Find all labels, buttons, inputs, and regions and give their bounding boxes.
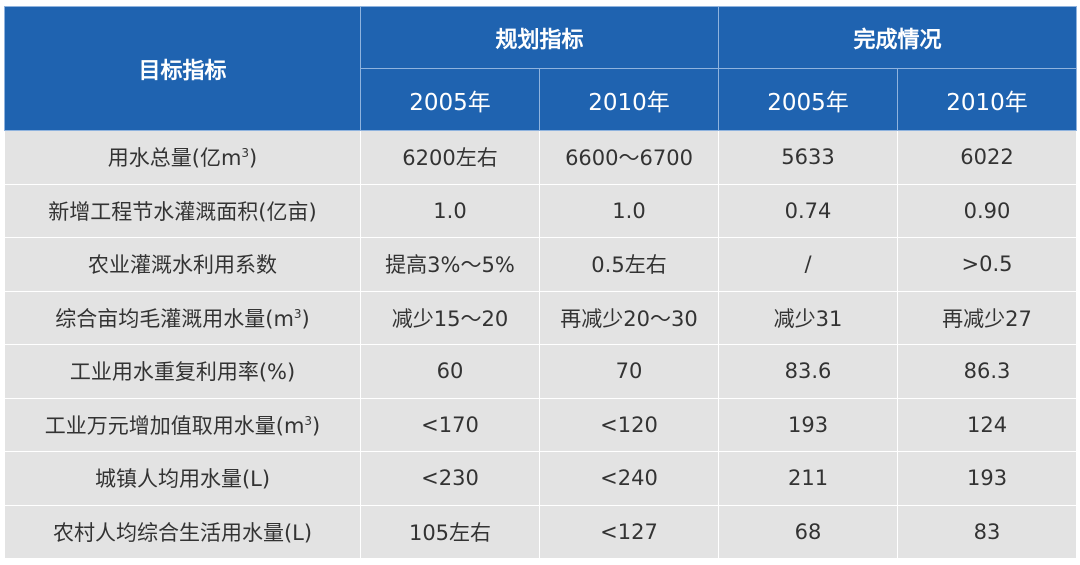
table-cell: 60 — [360, 344, 540, 399]
table-cell: 提高3%～5% — [360, 237, 540, 292]
table-row: 用水总量(亿m3) 6200左右 6600～6700 5633 6022 — [4, 130, 1078, 185]
table-row: 农村人均综合生活用水量(L) 105左右 <127 68 83 — [4, 504, 1078, 559]
header-actual-2010: 2010年 — [897, 68, 1078, 131]
table-cell: 124 — [897, 397, 1078, 452]
table-cell: <230 — [360, 451, 540, 506]
table-row: 农业灌溉水利用系数 提高3%～5% 0.5左右 / >0.5 — [4, 237, 1078, 292]
table-cell: 再减少27 — [897, 290, 1078, 345]
table-cell: 70 — [538, 344, 720, 399]
table-row: 工业万元增加值取用水量(m3) <170 <120 193 124 — [4, 397, 1078, 452]
table-cell: 193 — [718, 397, 899, 452]
table-container: 目标指标 规划指标 完成情况 2005年 2010年 2005年 2010年 用… — [4, 6, 1078, 559]
table-cell: 211 — [718, 451, 899, 506]
row-label: 农村人均综合生活用水量(L) — [4, 504, 361, 559]
table-row: 城镇人均用水量(L) <230 <240 211 193 — [4, 451, 1078, 506]
table-row: 新增工程节水灌溉面积(亿亩) 1.0 1.0 0.74 0.90 — [4, 183, 1078, 238]
water-indicator-table: 目标指标 规划指标 完成情况 2005年 2010年 2005年 2010年 用… — [4, 6, 1078, 559]
table-cell: <120 — [538, 397, 720, 452]
header-group-plan: 规划指标 — [359, 6, 720, 69]
table-cell: 0.5左右 — [538, 237, 720, 292]
row-label: 工业用水重复利用率(%) — [4, 344, 361, 399]
row-label: 工业万元增加值取用水量(m3) — [4, 397, 361, 452]
header-plan-2005: 2005年 — [360, 68, 540, 131]
table-cell: 0.90 — [897, 183, 1078, 238]
table-cell: <170 — [360, 397, 540, 452]
table-cell: 0.74 — [718, 183, 899, 238]
table-cell: >0.5 — [897, 237, 1078, 292]
table-cell: 86.3 — [897, 344, 1078, 399]
table-row: 综合亩均毛灌溉用水量(m3) 减少15～20 再减少20～30 减少31 再减少… — [4, 290, 1078, 345]
table-cell: 83 — [897, 504, 1078, 559]
table-cell: 68 — [718, 504, 899, 559]
header-plan-2010: 2010年 — [538, 68, 720, 131]
table-cell: 1.0 — [538, 183, 720, 238]
header-row-years: 2005年 2010年 2005年 2010年 — [5, 68, 1078, 131]
row-label: 新增工程节水灌溉面积(亿亩) — [4, 183, 361, 238]
table-cell: 105左右 — [360, 504, 540, 559]
row-label: 农业灌溉水利用系数 — [4, 237, 361, 292]
table-cell: 6600～6700 — [538, 130, 720, 185]
header-row-groups: 目标指标 规划指标 完成情况 — [4, 6, 1078, 131]
table-row: 工业用水重复利用率(%) 60 70 83.6 86.3 — [4, 344, 1078, 399]
table-cell: <240 — [538, 451, 720, 506]
row-label: 综合亩均毛灌溉用水量(m3) — [4, 290, 361, 345]
table-cell: 再减少20～30 — [538, 290, 720, 345]
table-cell: <127 — [538, 504, 720, 559]
row-label: 用水总量(亿m3) — [4, 130, 361, 185]
header-actual-2005: 2005年 — [718, 68, 899, 131]
table-cell: 5633 — [718, 130, 899, 185]
table-cell: 83.6 — [718, 344, 899, 399]
table-cell: / — [718, 237, 899, 292]
table-cell: 减少15～20 — [360, 290, 540, 345]
table-cell: 1.0 — [360, 183, 540, 238]
table-cell: 193 — [897, 451, 1078, 506]
header-group-actual: 完成情况 — [718, 6, 1078, 69]
row-label: 城镇人均用水量(L) — [4, 451, 361, 506]
header-metric: 目标指标 — [4, 6, 361, 131]
table-cell: 减少31 — [718, 290, 899, 345]
table-cell: 6200左右 — [360, 130, 540, 185]
table-cell: 6022 — [897, 130, 1078, 185]
